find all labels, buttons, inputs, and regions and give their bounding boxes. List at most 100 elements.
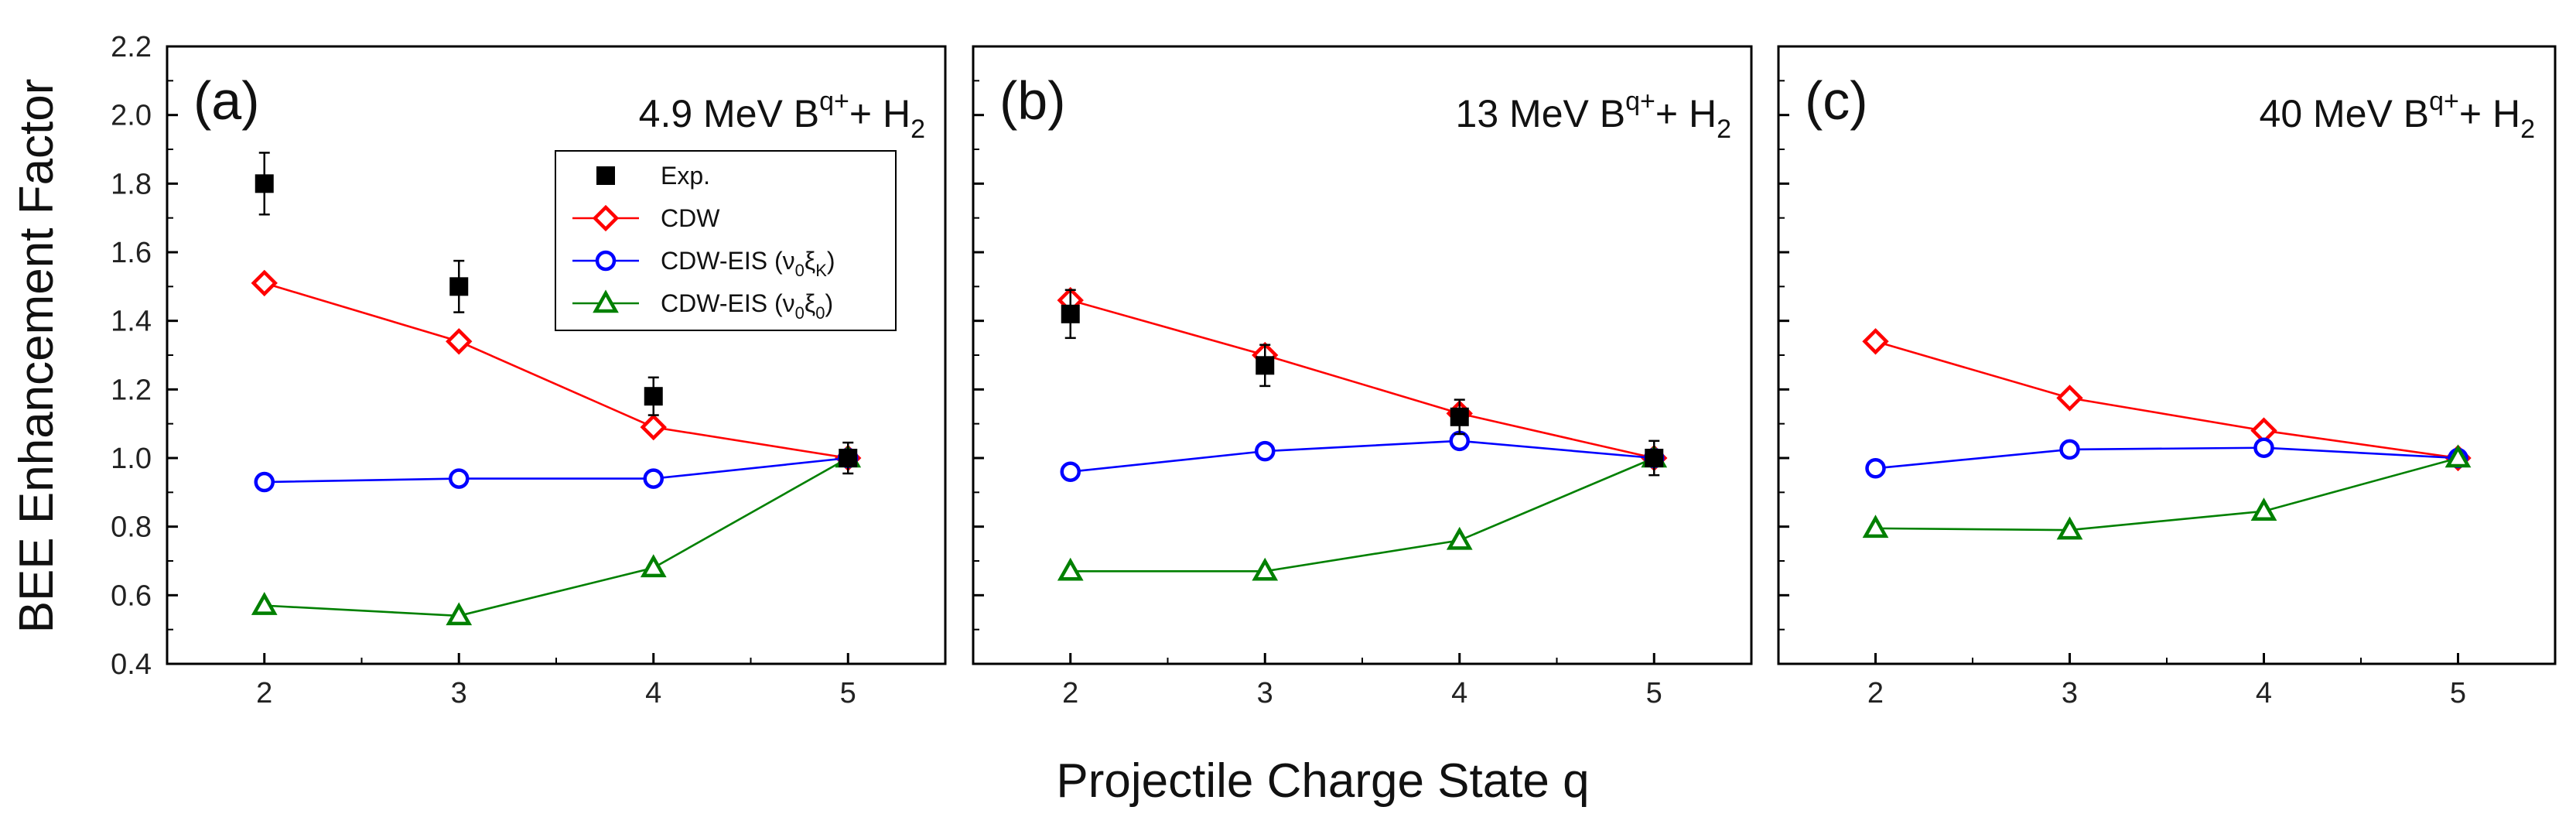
legend-label: CDW xyxy=(661,204,720,232)
legend-subscript: 0 xyxy=(795,303,805,323)
data-point-exp- xyxy=(1061,304,1080,323)
data-point-exp- xyxy=(449,277,469,296)
panel-label: (b) xyxy=(999,70,1066,131)
data-point-cdw-eis-0-k- xyxy=(1060,461,1081,482)
data-point-cdw xyxy=(2056,385,2083,412)
data-point-exp- xyxy=(1450,407,1469,426)
y-tick-label: 0.6 xyxy=(111,580,152,612)
y-tick-label: 1.6 xyxy=(111,237,152,269)
series-line-cdw xyxy=(1070,299,1655,460)
data-point-exp- xyxy=(1256,356,1275,375)
panel-title: 4.9 MeV Bq++ H2 xyxy=(639,87,925,144)
title-energy: 13 MeV B xyxy=(1456,92,1626,135)
x-tick-label: 5 xyxy=(840,677,856,709)
x-tick-label: 4 xyxy=(1451,677,1467,709)
title-energy: 40 MeV B xyxy=(2260,92,2430,135)
data-point-cdw-eis-0-k- xyxy=(2059,439,2080,460)
legend-entry: CDW-EIS (ν0ξK) xyxy=(661,247,835,280)
legend-marker xyxy=(595,250,617,272)
x-tick-label: 4 xyxy=(2256,677,2272,709)
y-axis-label: BEE Enhancement Factor xyxy=(10,79,63,634)
legend-mid: ξ xyxy=(805,289,815,317)
series-line-cdw-eis-0-0- xyxy=(264,456,849,617)
data-point-exp- xyxy=(1645,449,1664,467)
x-tick-label: 3 xyxy=(451,677,467,709)
data-point-cdw-eis-0-0- xyxy=(2250,497,2277,521)
y-tick-label: 1.2 xyxy=(111,374,152,406)
y-tick-label: 0.8 xyxy=(111,511,152,544)
legend-marker xyxy=(592,204,620,232)
legend-tail: ) xyxy=(827,247,835,275)
data-point-exp- xyxy=(644,387,663,406)
data-point-cdw-eis-0-0- xyxy=(1446,526,1473,550)
data-point-cdw-eis-0-k- xyxy=(643,468,664,489)
y-tick-label: 1.8 xyxy=(111,168,152,200)
legend-marker xyxy=(596,166,615,185)
data-point-cdw-eis-0-0- xyxy=(1252,557,1279,581)
x-tick-label: 2 xyxy=(256,677,272,709)
data-point-cdw-eis-0-0- xyxy=(2444,444,2472,468)
data-point-exp- xyxy=(255,174,274,193)
panel-c: 2 3 4 5(c) 40 MeV Bq++ H2 xyxy=(1777,45,2557,709)
data-point-cdw-eis-0-0- xyxy=(446,602,473,626)
title-subscript: 2 xyxy=(2520,115,2535,144)
y-tick-label: 1.4 xyxy=(111,306,152,338)
series-line-cdw-eis-0-0- xyxy=(1875,456,2458,532)
legend-subscript: 0 xyxy=(795,261,805,280)
legend-label: Exp. xyxy=(661,162,710,190)
y-tick-label: 1.0 xyxy=(111,443,152,475)
title-tail: + H xyxy=(1655,92,1717,135)
series-line-cdw-eis-0-k- xyxy=(1070,439,1655,474)
panel-b: 2 3 4 5(b) 13 MeV Bq++ H2 xyxy=(972,45,1753,709)
data-point-cdw-eis-0-0- xyxy=(2056,516,2083,540)
data-point-cdw xyxy=(640,413,667,441)
x-axis-label: Projectile Charge State q xyxy=(1056,754,1589,808)
x-tick-label: 2 xyxy=(1867,677,1884,709)
series-line-cdw-eis-0-0- xyxy=(1070,456,1655,573)
series-line-cdw-eis-0-k- xyxy=(1875,446,2458,470)
legend-entry: Exp. xyxy=(661,162,710,190)
series-line-cdw xyxy=(264,282,849,460)
x-tick-label: 5 xyxy=(1646,677,1662,709)
data-point-cdw xyxy=(251,269,278,297)
panel-title: 40 MeV Bq++ H2 xyxy=(2260,87,2535,144)
title-energy: 4.9 MeV B xyxy=(639,92,819,135)
y-tick-label: 2.2 xyxy=(111,31,152,63)
legend-entry: CDW xyxy=(661,204,720,232)
legend-label: CDW-EIS (ν xyxy=(661,289,795,317)
title-superscript: q+ xyxy=(819,87,849,116)
data-point-cdw-eis-0-0- xyxy=(251,592,278,615)
data-point-exp- xyxy=(839,449,858,467)
panel-title: 13 MeV Bq++ H2 xyxy=(1456,87,1731,144)
legend-entry: CDW-EIS (ν0ξ0) xyxy=(661,289,833,323)
data-point-cdw-eis-0-0- xyxy=(1057,557,1084,581)
y-tick-label: 2.0 xyxy=(111,100,152,132)
x-tick-label: 3 xyxy=(1257,677,1273,709)
x-tick-label: 3 xyxy=(2062,677,2078,709)
title-superscript: q+ xyxy=(2429,87,2459,116)
data-point-cdw-eis-0-k- xyxy=(449,468,470,489)
legend-label: CDW-EIS (ν xyxy=(661,247,795,275)
data-point-cdw xyxy=(1862,328,1889,355)
data-point-cdw-eis-0-k- xyxy=(2253,437,2274,458)
series-line-cdw xyxy=(1875,340,2458,460)
title-subscript: 2 xyxy=(1717,115,1731,144)
panels: 0.4 0.6 0.8 1.0 1.2 1.4 1.6 1.8 2.0 2.2 2 3 4 5 (a) 4.9… xyxy=(111,31,2557,709)
legend-mid: ξ xyxy=(805,247,815,275)
x-tick-label: 2 xyxy=(1062,677,1078,709)
legend-subscript: K xyxy=(815,261,827,280)
data-point-cdw-eis-0-0- xyxy=(640,554,667,578)
data-point-cdw-eis-0-0- xyxy=(1862,515,1889,539)
plot-frame xyxy=(1777,45,2557,665)
series-line-cdw-eis-0-k- xyxy=(264,456,849,484)
legend-tail: ) xyxy=(825,289,833,317)
data-point-cdw-eis-0-k- xyxy=(1255,440,1276,462)
title-superscript: q+ xyxy=(1625,87,1655,116)
legend-subscript: 0 xyxy=(815,303,825,323)
x-tick-label: 5 xyxy=(2450,677,2466,709)
data-point-cdw-eis-0-k- xyxy=(254,471,275,493)
title-tail: + H xyxy=(2459,92,2520,135)
panel-label: (a) xyxy=(193,70,260,131)
title-tail: + H xyxy=(849,92,910,135)
